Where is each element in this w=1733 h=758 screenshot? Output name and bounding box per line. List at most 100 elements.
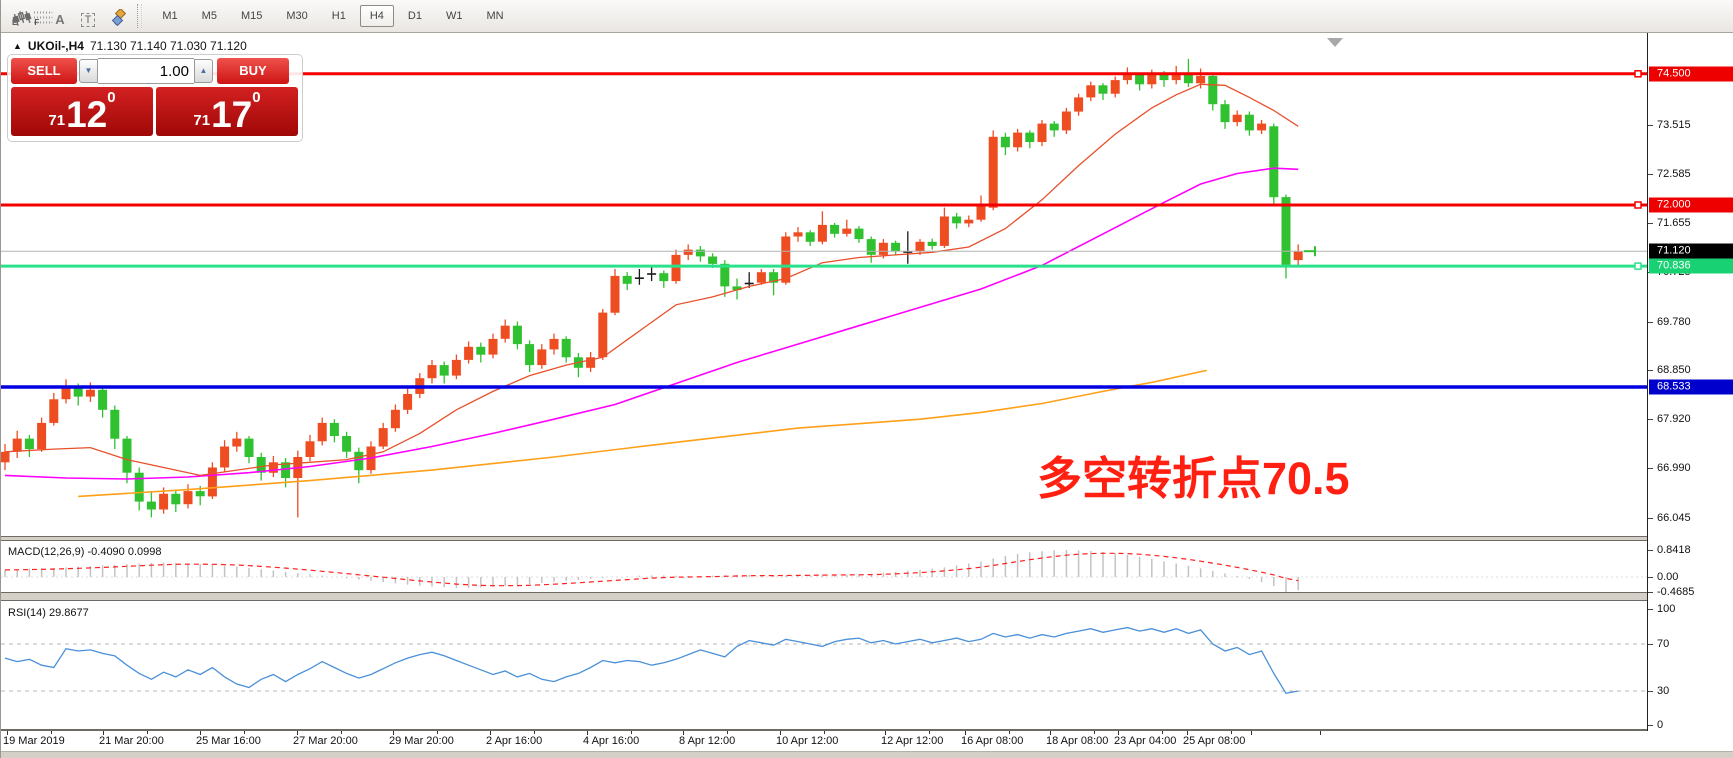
time-tick-mark bbox=[1118, 731, 1119, 735]
timeframe-button-m5[interactable]: M5 bbox=[201, 10, 217, 22]
time-tick-minor bbox=[244, 731, 245, 734]
rsi-axis-tick bbox=[1648, 644, 1653, 645]
buy-price-tile[interactable]: 71 17 0 bbox=[156, 87, 298, 136]
time-axis-label: 27 Mar 20:00 bbox=[293, 735, 358, 747]
rsi-axis-label: 0 bbox=[1657, 719, 1664, 731]
time-axis-label: 25 Mar 16:00 bbox=[196, 735, 261, 747]
panel-separator[interactable] bbox=[1, 592, 1733, 601]
time-tick-minor bbox=[51, 731, 52, 734]
rsi-current-value: 29.8677 bbox=[48, 607, 89, 619]
macd-current-values: -0.4090 0.0998 bbox=[87, 546, 162, 558]
grid-glyph bbox=[33, 11, 53, 24]
chart-annotation-text: 多空转折点70.5 bbox=[1037, 453, 1350, 504]
objects-glyph bbox=[112, 9, 127, 27]
symbol-label: UKOil-,H4 bbox=[27, 39, 84, 53]
time-axis-label: 25 Apr 08:00 bbox=[1183, 735, 1246, 747]
price-badge: 74.500 bbox=[1649, 66, 1733, 82]
time-axis[interactable]: 19 Mar 2019 21 Mar 20:00 25 Mar 16:00 27 Ma… bbox=[1, 731, 1733, 751]
time-tick-mark bbox=[965, 731, 966, 735]
price-tick-mark bbox=[1648, 223, 1653, 225]
price-badge: 68.533 bbox=[1649, 379, 1733, 395]
timeframe-button-m1[interactable]: M1 bbox=[162, 10, 178, 22]
toolbar: E F A T ▾ M1 M5 M15 M30 H1 H4 D1 W1 MN bbox=[1, 0, 1733, 33]
price-tick-label: 66.045 bbox=[1657, 511, 1691, 524]
time-tick-minor bbox=[1162, 731, 1163, 734]
rsi-axis-label: 100 bbox=[1657, 602, 1676, 615]
sell-price-sup: 0 bbox=[107, 89, 116, 106]
time-tick-minor bbox=[824, 731, 825, 734]
timeframe-button-m30[interactable]: M30 bbox=[286, 10, 308, 22]
macd-axis-label: 0.8418 bbox=[1657, 544, 1691, 556]
panel-separator[interactable] bbox=[1, 536, 1733, 541]
time-tick-minor bbox=[1009, 731, 1010, 734]
macd-chart bbox=[1, 550, 1647, 592]
volume-input[interactable] bbox=[98, 58, 194, 84]
price-badge: 71.120 bbox=[1649, 243, 1733, 259]
price-tick-label: 69.780 bbox=[1657, 315, 1691, 328]
candlestick-chart[interactable] bbox=[1, 33, 1647, 536]
time-tick-mark bbox=[587, 731, 588, 735]
text-label-icon[interactable]: T bbox=[80, 5, 96, 27]
time-tick-minor bbox=[929, 731, 930, 734]
time-axis-label: 19 Mar 2019 bbox=[3, 735, 65, 747]
time-tick-mark bbox=[780, 731, 781, 735]
sell-price-tile[interactable]: 71 12 0 bbox=[11, 87, 153, 136]
price-axis[interactable]: 73.51572.58571.65570.72569.78068.85067.9… bbox=[1647, 33, 1733, 731]
timeframe-button-h1[interactable]: H1 bbox=[331, 10, 346, 22]
time-tick-mark bbox=[7, 731, 8, 735]
time-tick-minor bbox=[437, 731, 438, 734]
rsi-axis-tick bbox=[1648, 725, 1653, 726]
time-axis-label: 21 Mar 20:00 bbox=[99, 735, 164, 747]
price-tick-mark bbox=[1648, 468, 1653, 470]
objects-icon[interactable]: ▾ bbox=[111, 5, 127, 27]
sell-price-main: 71 bbox=[48, 112, 66, 129]
trade-panel-row1: SELL ▼ ▲ BUY bbox=[11, 57, 299, 85]
timeframe-button-d1[interactable]: D1 bbox=[407, 10, 422, 22]
price-tick-label: 66.990 bbox=[1657, 462, 1691, 475]
time-tick-mark bbox=[103, 731, 104, 735]
price-badge: 72.000 bbox=[1649, 197, 1733, 213]
sell-price-big: 12 bbox=[66, 94, 108, 135]
time-tick-mark bbox=[683, 731, 684, 735]
font-icon[interactable]: A bbox=[55, 12, 65, 27]
price-tick-label: 67.920 bbox=[1657, 413, 1691, 426]
time-axis-label: 29 Mar 20:00 bbox=[389, 735, 454, 747]
macd-axis-tick bbox=[1648, 577, 1653, 578]
timeframe-button-m15[interactable]: M15 bbox=[240, 10, 263, 22]
sell-button[interactable]: SELL bbox=[11, 58, 77, 84]
icon-sub-f: F bbox=[34, 18, 40, 27]
volume-decrease-button[interactable]: ▼ bbox=[79, 59, 98, 83]
time-tick-mark bbox=[1320, 731, 1321, 735]
text-label-glyph: T bbox=[80, 13, 96, 27]
timeframe-button-h4[interactable]: H4 bbox=[359, 5, 394, 27]
timeframe-button-mn[interactable]: MN bbox=[486, 10, 504, 22]
rsi-axis-tick bbox=[1648, 691, 1653, 692]
timeframe-buttons: M1 M5 M15 M30 H1 H4 D1 W1 MN bbox=[152, 5, 513, 27]
price-tick-label: 72.585 bbox=[1657, 168, 1691, 181]
chart-templates-icon[interactable]: E bbox=[11, 5, 32, 27]
time-tick-mark bbox=[393, 731, 394, 735]
time-tick-minor bbox=[534, 731, 535, 734]
buy-button[interactable]: BUY bbox=[217, 58, 289, 84]
rsi-name: RSI(14) bbox=[8, 607, 46, 619]
time-tick-mark bbox=[1187, 731, 1188, 735]
timeframe-button-w1[interactable]: W1 bbox=[445, 10, 463, 22]
time-tick-minor bbox=[341, 731, 342, 734]
candles-glyph bbox=[12, 11, 32, 26]
collapse-triangle-icon[interactable]: ▲ bbox=[13, 41, 22, 51]
macd-axis-label: 0.00 bbox=[1657, 571, 1679, 583]
price-tick-mark bbox=[1648, 125, 1653, 127]
time-tick-minor bbox=[631, 731, 632, 734]
grid-icon[interactable]: F bbox=[33, 5, 53, 27]
price-tick-mark bbox=[1648, 370, 1653, 372]
rsi-bottom-border bbox=[1, 729, 1733, 731]
price-tick-mark bbox=[1648, 419, 1653, 421]
scroll-to-end-icon[interactable] bbox=[1327, 38, 1343, 47]
time-tick-minor bbox=[1094, 731, 1095, 734]
macd-panel bbox=[1, 541, 1733, 592]
volume-increase-button[interactable]: ▲ bbox=[194, 59, 213, 83]
rsi-axis-tick bbox=[1648, 608, 1653, 610]
time-tick-mark bbox=[490, 731, 491, 735]
time-axis-label: 12 Apr 12:00 bbox=[881, 735, 944, 747]
